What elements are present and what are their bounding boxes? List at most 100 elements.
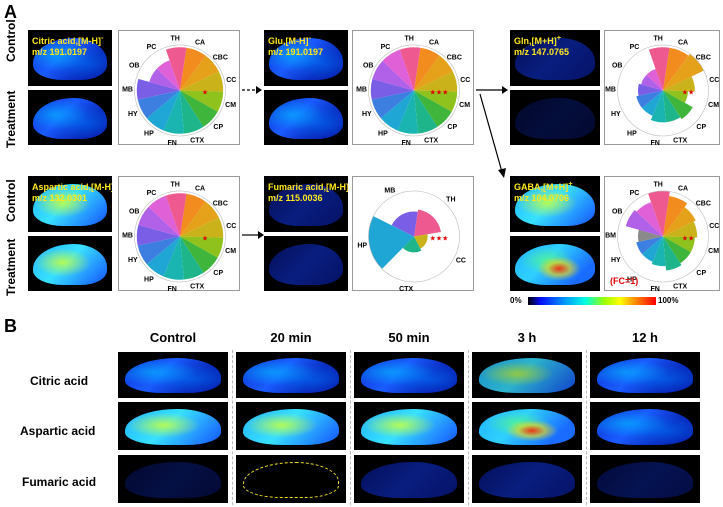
wheel-label-fn: FN: [650, 140, 659, 146]
panel-a-letter: A: [4, 2, 17, 22]
wheel-label-hy: HY: [128, 111, 138, 118]
wedge-ca: [180, 47, 206, 91]
wedge-ring: [420, 45, 442, 55]
row-b-fumaric: Fumaric acid: [22, 475, 97, 489]
row-b-aspartic: Aspartic acid: [20, 424, 96, 438]
wedge-ring: [219, 91, 226, 113]
wedge-ring: [689, 53, 705, 71]
wedge-hy: [636, 90, 663, 108]
wedge-ring: [645, 132, 668, 137]
wedge-cm: [180, 236, 224, 258]
wheel-label-cp: CP: [213, 124, 223, 131]
wedge-ctx: [414, 90, 438, 134]
wedge-ring: [206, 199, 222, 217]
wheel-label-pc: PC: [630, 190, 640, 197]
wedge-ring: [204, 112, 220, 129]
wedge-ring: [648, 190, 670, 194]
wheel-label-bm: BM: [605, 232, 616, 239]
wedge-cc: [414, 234, 428, 249]
scan-b-aspartic-3h: [472, 402, 582, 450]
separator: [350, 350, 351, 505]
significance-star-icon: ★★★: [430, 235, 449, 243]
wedge-ring: [369, 59, 382, 79]
wheel-label-ctx: CTX: [673, 284, 687, 291]
wheel-label-pc: PC: [147, 44, 157, 51]
wedge-ring: [368, 78, 371, 101]
wedge-hy: [137, 236, 180, 265]
wheel-label-cp: CP: [213, 270, 223, 277]
wheel-label-hp: HP: [378, 130, 388, 137]
label-gaba: GABA,[M+H]+ m/z 104.0706: [514, 179, 573, 203]
wedge-ring: [146, 193, 166, 206]
wedge-fn: [163, 90, 184, 134]
wheel-label-fn: FN: [167, 286, 176, 292]
wedge-ring: [667, 274, 688, 283]
wedge-ring: [618, 246, 629, 266]
wedge-ring: [618, 100, 629, 120]
wedge-ring: [134, 224, 137, 247]
wedge-ring: [206, 53, 222, 71]
col-head-50min: 50 min: [388, 330, 430, 345]
scan-b-citric-control: [118, 352, 228, 398]
scan-fumaric-control: Fumaric acid,[M-H]- m/z 115.0036: [264, 176, 348, 232]
wedge-ring: [702, 237, 709, 259]
wedge-mb: [370, 78, 414, 100]
col-head-3h: 3 h: [517, 330, 537, 345]
wheel-label-ca: CA: [195, 39, 205, 46]
wheel-label-hy: HY: [362, 111, 372, 118]
wedge-ring: [204, 258, 220, 275]
wedge-ring: [618, 59, 631, 79]
wedge-cp: [663, 236, 691, 264]
wheel-label-ob: OB: [129, 62, 140, 69]
wheel-label-cp: CP: [696, 124, 706, 131]
wheel-label-hy: HY: [611, 111, 621, 118]
wedge-ctx: [402, 236, 422, 253]
wedge-pc: [382, 49, 414, 91]
wedge-ring: [418, 128, 439, 137]
row-label-treatment-1: Treatment: [4, 90, 18, 148]
significance-star-icon: ★★: [682, 89, 695, 97]
scan-b-citric-12h: [590, 352, 700, 398]
wheel-label-ca: CA: [678, 185, 688, 192]
wheel-label-cc: CC: [456, 258, 466, 265]
separator: [232, 350, 233, 505]
wedge-hp: [642, 236, 663, 262]
wedge-ring: [648, 44, 670, 48]
scan-gln-control: Gln,[M+H]+ m/z 147.0765: [510, 30, 600, 86]
wheel-label-hp: HP: [144, 130, 154, 137]
wedge-ca: [663, 196, 688, 237]
wheel-label-hy: HY: [128, 257, 138, 264]
wedge-cm: [180, 90, 224, 112]
wheel-label-cbc: CBC: [696, 200, 711, 207]
wheel-gaba: CA CBC CC CM CP CTX FN HP HY BM OB PC TH ★★: [604, 176, 720, 292]
wedge-ring: [703, 216, 709, 238]
wheel-label-pc: PC: [147, 190, 157, 197]
wedge-ring: [454, 70, 460, 92]
scan-glu-control: Glu,[M-H]- m/z 191.0197: [264, 30, 348, 86]
wedge-ring: [165, 44, 187, 48]
significance-star-icon: ★: [202, 235, 208, 243]
col-head-control: Control: [149, 330, 197, 345]
label-citric: Citric acid,[M-H]- m/z 191.0197: [32, 33, 104, 57]
wedge-hp: [642, 90, 663, 116]
wedge-th: [165, 193, 187, 237]
wedge-ca: [180, 193, 206, 237]
wedge-cp: [180, 236, 218, 273]
wheel-label-th: TH: [654, 182, 663, 189]
wedge-ring: [378, 119, 397, 133]
scan-fumaric-treatment: [264, 236, 348, 291]
wedge-ring: [618, 205, 631, 225]
wheel-label-ctx: CTX: [399, 286, 413, 292]
label-aspartic: Aspartic acid,[M-H]- m/z 132.0301: [32, 182, 112, 203]
wedge-ring: [135, 205, 148, 225]
scan-b-fumaric-control: [118, 455, 228, 503]
wedge-mb: [136, 78, 180, 100]
wheel-label-pc: PC: [630, 44, 640, 51]
wheel-label-hp: HP: [627, 276, 637, 283]
scan-b-fumaric-3h: [472, 455, 582, 503]
row-label-control-2: Control: [4, 179, 18, 222]
wedge-ring: [135, 100, 146, 120]
wedge-cp: [663, 90, 693, 120]
col-head-12h: 12 h: [631, 330, 658, 345]
separator: [468, 350, 469, 505]
